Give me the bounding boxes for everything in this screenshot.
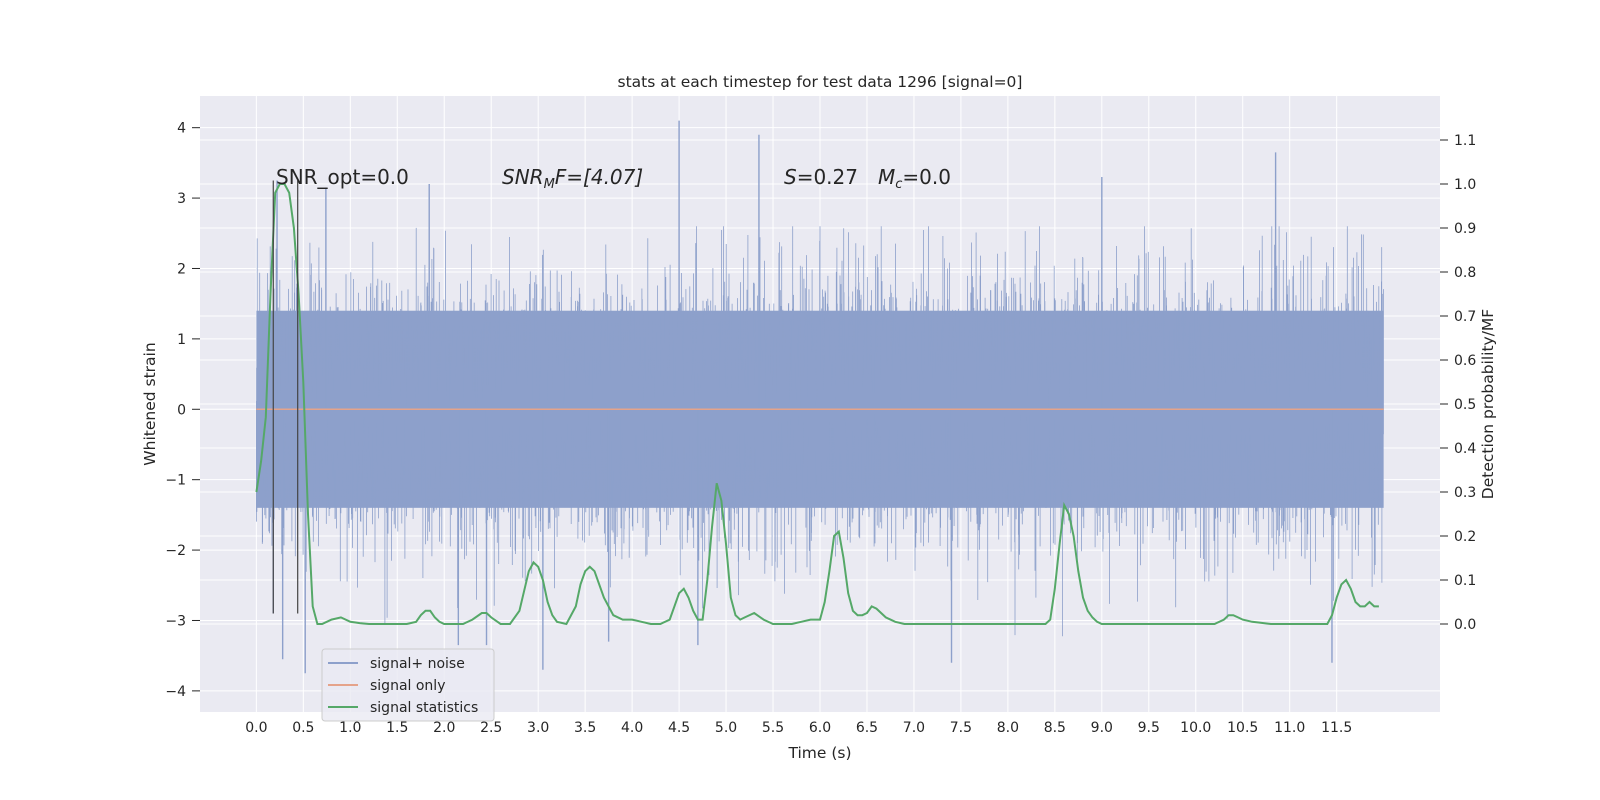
legend-label-signal-statistics: signal statistics bbox=[370, 700, 478, 716]
x-tick-label: 11.0 bbox=[1274, 720, 1305, 736]
y-axis-right-label: Detection probability/MF bbox=[1479, 309, 1497, 500]
snr-mf-rest: F=[4.07] bbox=[555, 165, 643, 189]
x-tick-label: 4.0 bbox=[621, 720, 643, 736]
snr-mf-sub: M bbox=[544, 177, 555, 192]
x-tick-label: 1.0 bbox=[339, 720, 361, 736]
signal-noise-line bbox=[255, 226, 1384, 637]
legend: signal+ noise signal only signal statist… bbox=[321, 648, 495, 722]
x-tick-label: 5.0 bbox=[715, 720, 737, 736]
x-tick-label: 0.0 bbox=[245, 720, 267, 736]
x-tick-label: 2.0 bbox=[433, 720, 455, 736]
y-left-tick-label: 1 bbox=[177, 332, 186, 348]
x-tick-label: 3.5 bbox=[574, 720, 596, 736]
s-value: =0.27 bbox=[797, 165, 858, 189]
x-tick-label: 6.0 bbox=[809, 720, 831, 736]
y-left-tick-label: −3 bbox=[165, 613, 186, 629]
snr-mf-base: SNR bbox=[502, 165, 544, 189]
y-right-tick-label: 0.9 bbox=[1454, 221, 1476, 237]
legend-label-signal-noise: signal+ noise bbox=[370, 656, 465, 672]
x-tick-label: 9.0 bbox=[1091, 720, 1113, 736]
y-left-tick-label: −4 bbox=[165, 684, 186, 700]
y-right-tick-label: 0.5 bbox=[1454, 397, 1476, 413]
x-axis-label: Time (s) bbox=[787, 744, 851, 762]
x-tick-label: 8.5 bbox=[1044, 720, 1066, 736]
mc-value: =0.0 bbox=[902, 165, 951, 189]
snr-mf-annotation: SNRMF=[4.07] bbox=[502, 165, 643, 192]
y-right-tick-label: 0.1 bbox=[1454, 573, 1476, 589]
x-tick-label: 4.5 bbox=[668, 720, 690, 736]
series-layer bbox=[255, 120, 1384, 674]
y-right-tick-label: 0.3 bbox=[1454, 485, 1476, 501]
x-tick-label: 6.5 bbox=[856, 720, 878, 736]
mc-base: M bbox=[878, 165, 895, 189]
legend-box bbox=[321, 648, 495, 722]
mc-sub: c bbox=[895, 177, 902, 192]
vertical-markers bbox=[272, 180, 299, 614]
x-tick-label: 11.5 bbox=[1321, 720, 1352, 736]
x-tick-label: 2.5 bbox=[480, 720, 502, 736]
axis-ticks: 0.0 0.5 1.0 1.5 2.0 2.5 3.0 3.5 4.0 4.5 5.0 5.5 6.0 6… bbox=[165, 121, 1476, 736]
snr-opt-annotation: SNR_opt=0.0 bbox=[276, 165, 409, 189]
chart-title: stats at each timestep for test data 129… bbox=[618, 73, 1023, 91]
x-tick-label: 7.0 bbox=[903, 720, 925, 736]
x-tick-label: 8.0 bbox=[997, 720, 1019, 736]
y-right-tick-label: 0.7 bbox=[1454, 309, 1476, 325]
s-annotation: S=0.27 bbox=[784, 165, 858, 189]
x-tick-label: 10.5 bbox=[1227, 720, 1258, 736]
y-left-tick-label: −1 bbox=[165, 473, 186, 489]
x-tick-label: 0.5 bbox=[292, 720, 314, 736]
s-label: S bbox=[784, 165, 797, 189]
y-right-tick-label: 0.6 bbox=[1454, 353, 1476, 369]
x-tick-label: 7.5 bbox=[950, 720, 972, 736]
y-right-tick-label: 1.1 bbox=[1454, 133, 1476, 149]
signal-statistics-line bbox=[255, 183, 1379, 626]
y-left-tick-label: −2 bbox=[165, 543, 186, 559]
legend-label-signal-only: signal only bbox=[370, 678, 445, 694]
y-right-tick-label: 0.0 bbox=[1454, 617, 1476, 633]
y-right-tick-label: 1.0 bbox=[1454, 177, 1476, 193]
x-tick-label: 3.0 bbox=[527, 720, 549, 736]
y-right-tick-label: 0.2 bbox=[1454, 529, 1476, 545]
y-right-tick-label: 0.4 bbox=[1454, 441, 1476, 457]
x-tick-label: 10.0 bbox=[1180, 720, 1211, 736]
mc-annotation: Mc=0.0 bbox=[878, 165, 951, 192]
y-left-tick-label: 3 bbox=[177, 191, 186, 207]
y-left-tick-label: 0 bbox=[177, 402, 186, 418]
x-tick-label: 1.5 bbox=[386, 720, 408, 736]
x-tick-label: 9.5 bbox=[1138, 720, 1160, 736]
x-tick-label: 5.5 bbox=[762, 720, 784, 736]
y-axis-left-label: Whitened strain bbox=[141, 342, 159, 465]
y-left-tick-label: 4 bbox=[177, 121, 186, 137]
y-left-tick-label: 2 bbox=[177, 261, 186, 277]
y-right-tick-label: 0.8 bbox=[1454, 265, 1476, 281]
